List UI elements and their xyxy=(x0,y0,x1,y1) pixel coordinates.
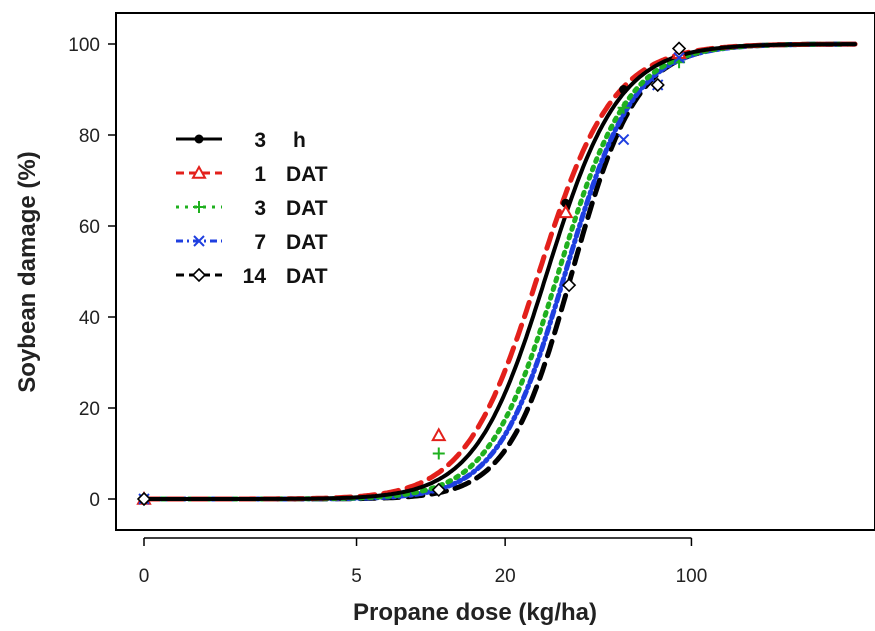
marker-triangle xyxy=(431,427,447,442)
marker-circle xyxy=(619,85,629,94)
legend-label: h xyxy=(293,129,306,152)
legend-label: DAT xyxy=(286,231,328,254)
y-tick-label: 0 xyxy=(89,490,100,511)
legend-item: 7 DAT xyxy=(176,231,328,254)
marker-plus xyxy=(617,101,630,114)
y-tick-label: 80 xyxy=(79,126,100,147)
legend-label: DAT xyxy=(286,197,328,220)
y-axis-title: Soybean damage (%) xyxy=(14,151,41,392)
y-tick-label: 20 xyxy=(79,399,100,420)
data-point-1-dat xyxy=(431,427,447,442)
legend-label: DAT xyxy=(286,163,328,186)
data-point-3-dat xyxy=(617,101,630,114)
data-point-3-dat xyxy=(432,447,445,460)
marker-diamond xyxy=(191,267,207,283)
marker-diamond xyxy=(136,491,152,507)
y-axis: 0 20 40 60 80 100 xyxy=(68,35,117,511)
legend-marker xyxy=(194,134,204,144)
x-tick-label: 20 xyxy=(495,566,516,587)
data-point-3-h xyxy=(561,198,571,208)
legend-item: 14 DAT xyxy=(176,265,328,288)
legend-number: 3 xyxy=(254,197,266,220)
marker-triangle xyxy=(558,204,574,219)
data-point-7-dat xyxy=(617,133,630,146)
legend-item: 3 DAT xyxy=(176,197,328,220)
markers xyxy=(136,41,687,507)
data-point-14-dat xyxy=(431,482,446,498)
legend-marker xyxy=(193,201,205,213)
legend-number: 3 xyxy=(254,129,266,152)
data-point-14-dat xyxy=(671,41,687,56)
marker-plus xyxy=(193,201,205,213)
data-point-14-dat xyxy=(136,491,152,507)
legend-number: 14 xyxy=(243,265,267,288)
data-point-3-h xyxy=(619,85,629,94)
legend-marker xyxy=(191,267,207,283)
marker-x xyxy=(617,133,630,146)
legend-marker xyxy=(191,164,207,179)
y-tick-label: 40 xyxy=(79,308,100,329)
x-tick-label: 5 xyxy=(351,566,362,587)
data-point-14-dat xyxy=(650,77,665,93)
x-axis: 0 5 20 100 xyxy=(139,537,708,587)
x-tick-label: 100 xyxy=(676,566,708,587)
series-curve-3-h xyxy=(142,42,857,501)
data-point-7-dat xyxy=(673,51,685,64)
marker-diamond xyxy=(431,482,446,498)
marker-diamond xyxy=(671,41,687,56)
x-tick-label: 0 xyxy=(139,566,150,587)
legend-item: 1 DAT xyxy=(176,163,328,186)
curves xyxy=(141,41,858,502)
x-axis-title: Propane dose (kg/ha) xyxy=(353,599,597,626)
legend-label: DAT xyxy=(286,265,328,288)
legend-number: 7 xyxy=(254,231,266,254)
y-tick-label: 100 xyxy=(68,35,100,56)
marker-circle xyxy=(194,134,204,144)
marker-x xyxy=(673,51,685,64)
marker-plus xyxy=(432,447,445,460)
marker-diamond xyxy=(650,77,665,93)
marker-x xyxy=(193,235,205,247)
y-tick-label: 60 xyxy=(79,217,100,238)
data-point-1-dat xyxy=(558,204,574,219)
legend-marker xyxy=(193,235,205,247)
data-point-14-dat xyxy=(561,278,577,293)
marker-triangle xyxy=(191,164,207,179)
marker-diamond xyxy=(561,278,577,293)
marker-circle xyxy=(561,198,571,208)
legend-number: 1 xyxy=(254,163,266,186)
